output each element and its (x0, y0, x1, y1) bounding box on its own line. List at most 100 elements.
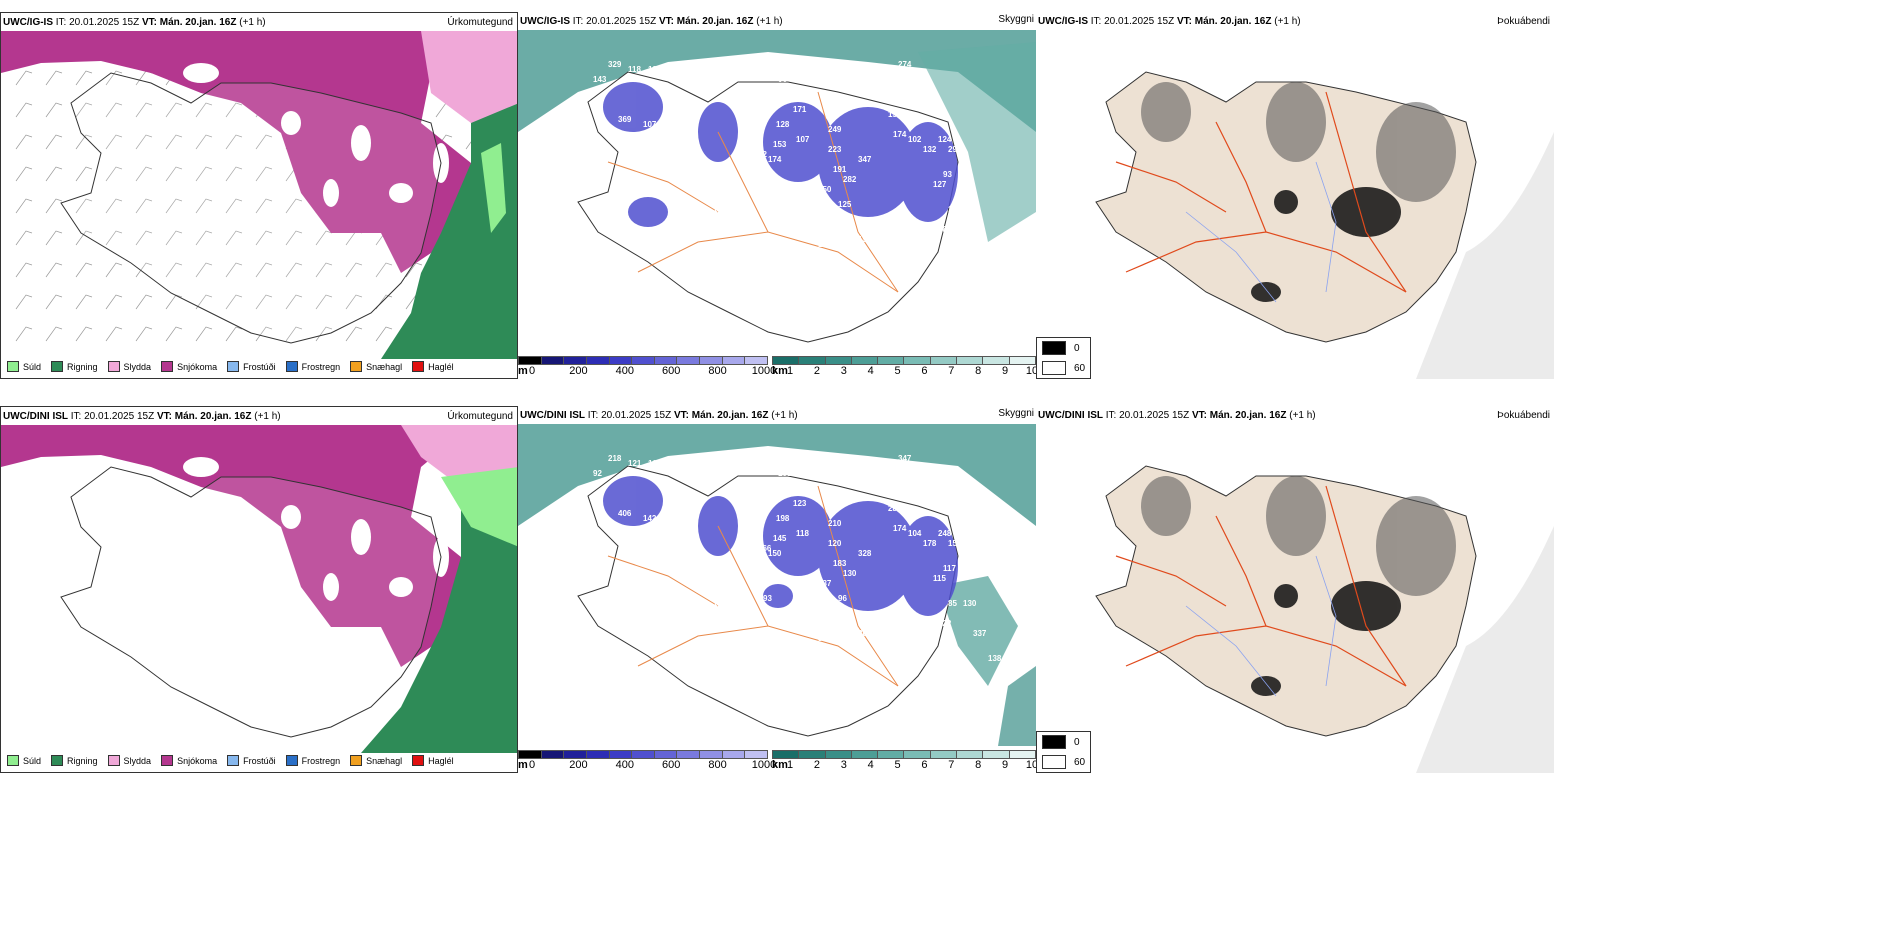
legend-swatch (107, 361, 120, 372)
snow-depth-label: 250 (818, 185, 832, 194)
wind-barb (255, 134, 273, 150)
colorbar-segment (956, 356, 983, 365)
colorbar-segment (631, 356, 654, 365)
snow-depth-label: 210 (828, 519, 842, 528)
legend-swatch (107, 755, 120, 766)
wind-barb (165, 102, 183, 118)
wind-barb (195, 134, 213, 150)
colorbar-tick: 600 (662, 759, 681, 771)
snow-depth-label: 145 (773, 534, 787, 543)
colorbar-tick: 1000 (751, 759, 777, 771)
snow-depth-label: 94 (628, 539, 637, 548)
wind-barb (225, 198, 243, 214)
snow-depth-label: 289 (878, 75, 892, 84)
wind-barb (255, 198, 273, 214)
visibility-colorbar: 1 2 3 4 5 6 7 8 9 10 km (772, 356, 1036, 377)
wind-barb (75, 134, 93, 150)
legend-swatch (285, 755, 298, 766)
snow-depth-label: 218 (608, 454, 622, 463)
wind-barb (75, 326, 93, 342)
snow-depth-label: 104 (908, 529, 922, 538)
snow-depth-label: 177 (948, 205, 962, 214)
snow-depth-label: 175 (873, 240, 887, 249)
wind-barb (105, 134, 123, 150)
snow-depth-label: 105 (648, 459, 662, 468)
colorbar-segment (721, 750, 745, 759)
wind-barb (45, 70, 63, 86)
legend-item: Snæhagl (350, 755, 402, 766)
snow-depth-label: 79 (593, 599, 602, 608)
colorbar-tick: 1 (786, 759, 794, 771)
legend-swatch (227, 361, 240, 372)
snow-depth-label: 303 (858, 629, 872, 638)
legend-swatch (227, 755, 240, 766)
wind-barb (375, 262, 393, 278)
wind-barb (135, 198, 153, 214)
legend-label: Súld (23, 755, 42, 766)
snow-depth-label: 328 (858, 549, 872, 558)
colorbar-segment (956, 750, 983, 759)
colorbar-tick: 4 (867, 759, 874, 771)
snow-depth-label: 230 (828, 255, 842, 264)
snow-depth-label: 103 (783, 489, 797, 498)
colorbar-segment (518, 356, 541, 365)
wind-barb (45, 134, 63, 150)
snow-depth-label: 206 (873, 634, 887, 643)
legend-swatch (412, 755, 425, 766)
panel-title: Þokuábendi (1497, 410, 1550, 421)
snow-depth-label: 143 (593, 75, 607, 84)
snow-depth-label: 96 (838, 594, 847, 603)
snow-depth-label: 72 (593, 205, 602, 214)
legend-item: Súld (7, 755, 41, 766)
snow-depth-label: 130 (843, 569, 857, 578)
colorbar-segment (585, 750, 609, 759)
colorbar-segment (850, 750, 878, 759)
colorbar-tick: 9 (1002, 365, 1009, 377)
colorbar-tick: 3 (840, 759, 847, 771)
legend-swatch (412, 361, 425, 372)
colorbar-tick: 800 (708, 759, 727, 771)
wind-barb (285, 262, 303, 278)
snow-depth-label: 159 (948, 539, 962, 548)
colorbar-segment (982, 356, 1009, 365)
snow-depth-label: 157 (888, 110, 902, 119)
colorbar-segment (744, 356, 769, 365)
colorbar-tick: 8 (975, 759, 982, 771)
wind-barb (15, 326, 33, 342)
snow-area-north (1, 425, 471, 667)
snow-depth-label: 124 (808, 609, 822, 618)
wind-barb (105, 326, 123, 342)
wind-barb (15, 102, 33, 118)
colorbar-segment (772, 356, 799, 365)
legend-label: Rigning (67, 361, 98, 372)
snow-depth-label: 369 (618, 115, 632, 124)
snow-depth-label: 127 (933, 180, 947, 189)
colorbar-tick: 7 (948, 365, 955, 377)
legend-label: Rigning (67, 755, 98, 766)
snow-depth-label: 189 (963, 205, 977, 214)
legend-item: Frostregn (285, 361, 340, 372)
snow-depth-label: 95 (668, 489, 677, 498)
snow-depth-label: 347 (858, 155, 872, 164)
wind-barb (45, 262, 63, 278)
snow-depth-label: 96 (778, 75, 787, 84)
fog-legend: 0 60 (1036, 337, 1092, 379)
snow-depth-label: 85 (948, 599, 957, 608)
sleet-area-northeast (421, 31, 517, 123)
legend-item: Frostregn (285, 755, 340, 766)
wind-barb (225, 102, 243, 118)
colorbar-segment (824, 356, 851, 365)
colorbar-segment (982, 750, 1009, 759)
snow-depth-label: 364 (818, 634, 832, 643)
snow-depth-label: 92 (593, 469, 602, 478)
snow-depth-label: 187 (648, 65, 662, 74)
panel-header: UWC/IG-IS IT: 20.01.2025 15Z VT: Mán. 20… (3, 17, 266, 28)
wind-barb (225, 326, 243, 342)
snow-depth-label: 124 (938, 135, 952, 144)
wind-barb (225, 230, 243, 246)
wind-barb (375, 326, 393, 342)
wind-barb (225, 166, 243, 182)
snow-area-north (1, 31, 471, 273)
